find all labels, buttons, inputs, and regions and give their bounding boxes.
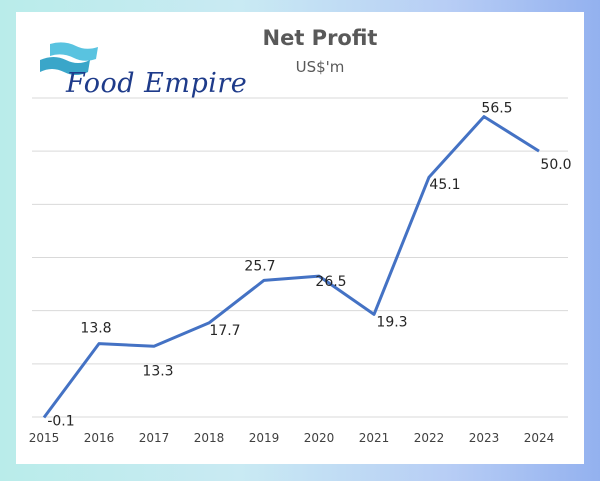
logo-top-wave: [50, 42, 98, 61]
food-empire-logo-icon: [40, 42, 98, 75]
x-tick-label: 2020: [304, 431, 335, 445]
data-label: 13.3: [142, 363, 173, 379]
data-label: 25.7: [244, 258, 275, 274]
data-label: -0.1: [47, 414, 74, 430]
data-label: 45.1: [429, 177, 460, 193]
series-line: [42, 115, 540, 419]
logo-bottom-wave: [40, 57, 90, 75]
chart-panel: [16, 12, 584, 464]
x-tick-label: 2023: [469, 431, 500, 445]
data-label: 19.3: [376, 314, 407, 330]
chart-subtitle: US$'m: [295, 58, 345, 76]
chart-title: Net Profit: [262, 26, 378, 50]
x-tick-label: 2024: [524, 431, 555, 445]
gridlines: [32, 97, 568, 418]
x-tick-label: 2015: [29, 431, 60, 445]
x-tick-label: 2019: [249, 431, 280, 445]
data-label: 17.7: [209, 323, 240, 339]
x-axis-tick-labels: 2015 2016 2017 2018 2019 2020 2021 2022 2023 2024: [29, 431, 555, 445]
x-tick-label: 2017: [139, 431, 170, 445]
x-tick-label: 2021: [359, 431, 390, 445]
data-labels: -0.1 13.8 13.3 17.7 25.7 26.5 19.3 45.1 56.5 50.0: [47, 101, 571, 430]
data-label: 13.8: [80, 321, 111, 337]
data-label: 50.0: [540, 157, 571, 173]
x-tick-label: 2018: [194, 431, 225, 445]
data-label: 26.5: [315, 274, 346, 290]
data-label: 56.5: [481, 101, 512, 117]
x-tick-label: 2016: [84, 431, 115, 445]
x-tick-label: 2022: [414, 431, 445, 445]
logo-text: Food Empire: [66, 68, 248, 99]
